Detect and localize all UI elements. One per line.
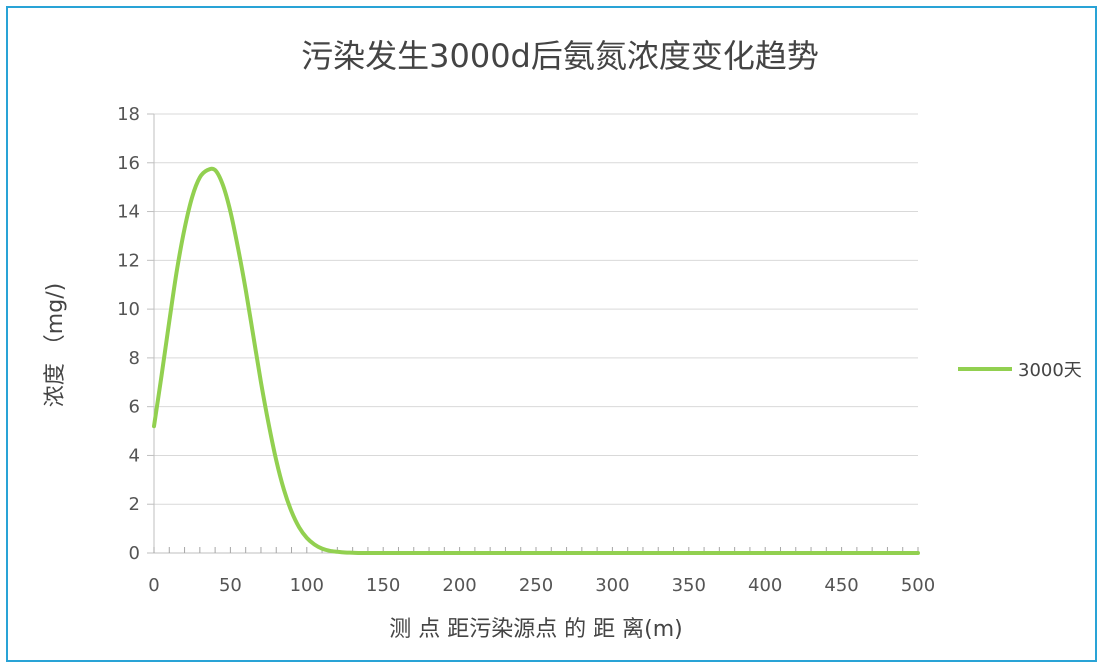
x-tick-label: 450	[824, 575, 858, 596]
grid-lines	[147, 113, 918, 554]
x-tick-label: 100	[290, 575, 324, 596]
y-tick-label: 12	[117, 250, 140, 271]
y-tick-label: 16	[117, 153, 140, 174]
y-tick-label: 18	[117, 104, 140, 125]
y-tick-label: 14	[117, 202, 140, 223]
y-tick-label: 6	[129, 397, 140, 418]
y-tick-label: 0	[129, 543, 140, 564]
y-tick-label: 2	[129, 494, 140, 515]
x-tick-label: 300	[595, 575, 629, 596]
x-axis-tick-labels: 0 50 100 150 200 250 300 350 400 450 500	[148, 575, 935, 596]
series-group	[152, 166, 920, 556]
x-axis-title: 测 点 距污染源点 的 距 离(m)	[389, 617, 683, 642]
y-axis-tick-labels: 0 2 4 6 8 10 12 14 16 18	[117, 104, 140, 564]
series-line-0	[152, 166, 920, 556]
x-tick-label: 400	[748, 575, 782, 596]
x-tick-label: 200	[442, 575, 476, 596]
x-tick-label: 250	[519, 575, 553, 596]
y-tick-label: 10	[117, 299, 140, 320]
legend-label: 3000天	[1018, 360, 1082, 381]
y-tick-label: 4	[129, 445, 140, 466]
x-tick-label: 0	[148, 575, 159, 596]
x-tick-label: 350	[672, 575, 706, 596]
legend: 3000天	[958, 360, 1082, 381]
y-tick-label: 8	[129, 348, 140, 369]
x-tick-label: 150	[366, 575, 400, 596]
chart-title: 污染发生3000d后氨氮浓度变化趋势	[301, 37, 819, 75]
x-tick-label: 500	[901, 575, 935, 596]
y-axis-title: 浓度 （mg/)	[43, 283, 68, 407]
x-tick-label: 50	[219, 575, 242, 596]
